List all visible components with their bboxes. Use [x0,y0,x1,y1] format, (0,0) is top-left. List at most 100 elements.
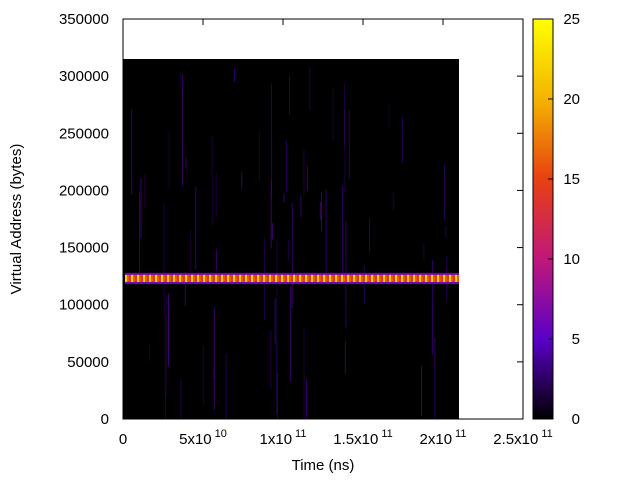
hot-band-cell [167,274,169,282]
hot-band-cell [411,274,413,282]
hot-band-cell [203,274,205,282]
hot-band-cell [401,274,403,282]
hot-band-cell [267,274,269,282]
heatmap-streak [287,240,289,262]
heatmap-streak [184,272,186,306]
heatmap-streak [363,266,365,304]
hot-band-cell [125,274,127,282]
hot-band-cell [435,274,437,282]
heatmap-streak [163,202,165,316]
hot-band-cell [247,274,249,282]
y-tick-label: 200000 [59,182,109,199]
hot-band-cell [171,274,173,282]
heatmap-streak [309,66,311,111]
hot-band-cell [133,274,135,282]
hot-band-cell [255,274,257,282]
heatmap-streak [215,173,217,217]
hot-band-cell [457,274,459,282]
heatmap-streak [392,192,394,210]
heatmap-streak [303,328,305,419]
hot-band-cell [213,274,215,282]
hot-band-cell [237,274,239,282]
hot-band-cell [451,274,453,282]
hot-band-cell [409,274,411,282]
hot-band-cell [253,274,255,282]
hot-band-cell [149,274,151,282]
heatmap-streak [277,372,278,419]
y-tick-label: 0 [101,411,109,428]
heatmap-streak [215,248,217,272]
hot-band-cell [161,274,163,282]
hot-band-cell [207,274,209,282]
hot-band-cell [269,274,271,282]
hot-band-cell [131,274,133,282]
y-axis-label: Virtual Address (bytes) [8,144,25,295]
hot-band-cell [141,274,143,282]
hot-band-cell [271,274,273,282]
hot-band-cell [373,274,375,282]
hot-band-cell [185,274,187,282]
hot-band-cell [377,274,379,282]
hot-band-cell [407,274,409,282]
hot-band-cell [363,274,365,282]
x-tick-label: 5x10 10 [179,428,227,448]
heatmap-streak [165,295,167,397]
hot-band-cell [297,274,299,282]
hot-band-cell [155,274,157,282]
hot-band-cell [381,274,383,282]
colorbar-tick-label: 20 [563,91,580,108]
hot-band-cell [163,274,165,282]
hot-band-cell [227,274,229,282]
hot-band-cell [399,274,401,282]
hot-band-cell [307,274,309,282]
heatmap-streak [303,149,305,196]
hot-band-cell [455,274,457,282]
hot-band-cell [427,274,429,282]
x-tick-label: 1x10 11 [260,428,307,448]
hot-band-cell [225,274,227,282]
hot-band-cell [197,274,199,282]
hot-band-cell [415,274,417,282]
hot-band-cell [217,274,219,282]
hot-band-cell [421,274,423,282]
hot-band-cell [245,274,247,282]
x-tick-label: 2.5x10 11 [493,428,552,448]
heatmap-streak [306,379,308,419]
hot-band-cell [257,274,259,282]
hot-band-cell [239,274,241,282]
plot-frame [122,18,524,420]
hot-band-cell [313,274,315,282]
heatmap-streak [168,131,170,189]
heatmap-streak [148,344,150,362]
hot-band-cell [277,274,279,282]
heatmap-streak [180,378,182,419]
heatmap-streak [325,189,327,281]
hot-band-cell [419,274,421,282]
hot-band-cell [311,274,313,282]
hot-band-cell [329,274,331,282]
hot-band-cell [165,274,167,282]
hot-band-cell [349,274,351,282]
hot-band-cell [279,274,281,282]
heatmap-streak [195,186,197,270]
hot-band-cell [169,274,171,282]
hot-band-cell [211,274,213,282]
colorbar-tick-label: 25 [563,11,580,28]
hot-band-cell [263,274,265,282]
hot-band-cell [333,274,335,282]
hot-band-cell [159,274,161,282]
hot-band-cell [231,274,233,282]
hot-band-cell [295,274,297,282]
colorbar-tick-label: 15 [563,171,580,188]
heatmap-streak [276,238,278,346]
hot-band-cell [395,274,397,282]
heatmap-streak [276,341,278,415]
x-tick-label: 1.5x10 11 [333,428,392,448]
hot-band-cell [139,274,141,282]
hot-band-cell [265,274,267,282]
hot-band-cell [447,274,449,282]
hot-band-cell [445,274,447,282]
hot-band-cell [189,274,191,282]
hot-band-cell [319,274,321,282]
hot-band-cell [205,274,207,282]
